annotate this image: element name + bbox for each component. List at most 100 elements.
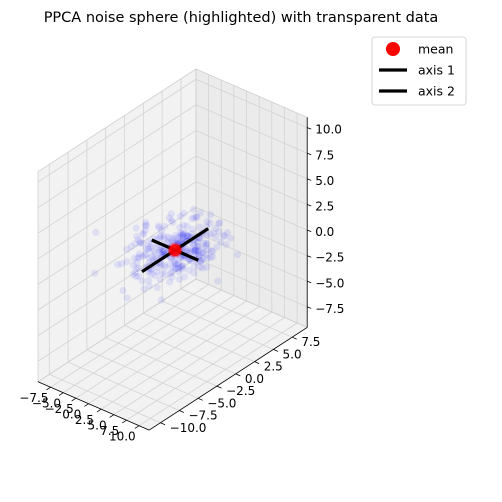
data-point: [217, 238, 225, 246]
data-point: [129, 261, 137, 269]
x-tick-label: 10.0: [109, 430, 136, 444]
grid-line-z: [195, 232, 308, 282]
data-point: [192, 251, 200, 259]
data-point: [149, 247, 157, 255]
data-point: [176, 229, 184, 237]
data-point: [144, 245, 152, 253]
data-point: [160, 235, 168, 243]
data-point: [198, 264, 206, 272]
data-point: [198, 249, 206, 257]
data-point: [180, 209, 188, 217]
data-point: [177, 253, 185, 262]
data-point: [190, 214, 198, 222]
z-tick-mark: [307, 229, 312, 232]
data-point: [178, 235, 186, 243]
z-tick-label: −5.0: [315, 276, 344, 290]
data-point: [135, 250, 143, 258]
data-point: [119, 286, 127, 295]
data-point: [177, 253, 185, 261]
y-tick-label: −5.0: [207, 396, 236, 410]
data-point: [153, 268, 161, 276]
data-point: [213, 243, 221, 251]
data-point: [223, 229, 231, 237]
grid-line-x: [88, 300, 247, 405]
data-point: [167, 270, 175, 278]
y-tick-label: 0.0: [245, 372, 264, 386]
data-point: [92, 228, 100, 236]
data-point: [203, 232, 211, 240]
data-point: [172, 260, 180, 268]
y-axis-line: [148, 327, 308, 431]
data-point: [171, 232, 179, 240]
axis-edges: [37, 68, 309, 431]
data-point: [196, 252, 204, 260]
data-point: [174, 237, 182, 245]
data-point: [131, 240, 139, 248]
grid-line-z: [195, 155, 308, 205]
legend-marker-mean: [386, 42, 400, 56]
x-tick-mark: [46, 386, 51, 391]
data-point: [206, 253, 214, 261]
data-point: [123, 245, 131, 253]
data-point: [209, 247, 217, 255]
data-point: [196, 223, 204, 231]
data-point: [206, 219, 214, 227]
x-tick-mark: [58, 392, 64, 396]
grid-line-z: [37, 104, 197, 208]
data-point: [193, 213, 201, 221]
data-point: [190, 240, 198, 248]
data-point: [195, 247, 203, 255]
y-tick-label: −2.5: [226, 384, 255, 398]
data-point: [170, 258, 178, 266]
data-point: [179, 262, 187, 270]
data-point: [157, 296, 165, 304]
data-point: [158, 247, 166, 255]
grid-line-z: [37, 78, 197, 183]
x-tick-mark: [71, 397, 77, 402]
grid-line-x: [63, 289, 222, 394]
data-point: [196, 258, 205, 266]
data-point: [214, 277, 222, 285]
data-point: [221, 232, 229, 240]
grid-line-z: [195, 181, 308, 231]
data-point: [168, 237, 176, 245]
data-point: [191, 246, 199, 254]
data-point: [196, 263, 204, 271]
data-point: [127, 242, 135, 250]
data-point: [215, 228, 223, 236]
data-point: [176, 212, 184, 220]
axis-panes: [38, 69, 308, 431]
x-tick-label: 2.5: [75, 413, 94, 427]
x-axis-line: [37, 381, 150, 431]
data-point: [175, 268, 183, 276]
data-point: [188, 225, 197, 233]
data-point: [203, 254, 212, 263]
data-point: [155, 222, 163, 230]
y-tick-label: 7.5: [301, 335, 320, 349]
left-pane: [38, 69, 196, 382]
data-point: [175, 264, 183, 272]
data-point: [156, 246, 164, 254]
overlay: [141, 227, 210, 274]
grid-line-y: [105, 337, 218, 387]
data-point: [174, 265, 182, 273]
y-tick-mark: [254, 361, 260, 364]
data-point: [156, 275, 164, 284]
data-point: [160, 232, 168, 240]
data-point: [158, 269, 166, 277]
grid-line-z: [37, 130, 197, 234]
data-point: [202, 251, 210, 259]
data-point: [202, 240, 210, 248]
grid-line-z: [195, 130, 308, 180]
data-point: [227, 234, 235, 242]
data-point: [198, 256, 206, 265]
data-point: [147, 270, 155, 278]
z-tick-label: −7.5: [315, 302, 344, 316]
grid-line-z: [195, 258, 308, 308]
data-point: [188, 230, 196, 238]
data-point: [183, 222, 191, 230]
data-point: [137, 239, 145, 247]
data-point: [191, 247, 199, 256]
grid-line-z: [37, 206, 197, 311]
data-point: [222, 241, 230, 249]
